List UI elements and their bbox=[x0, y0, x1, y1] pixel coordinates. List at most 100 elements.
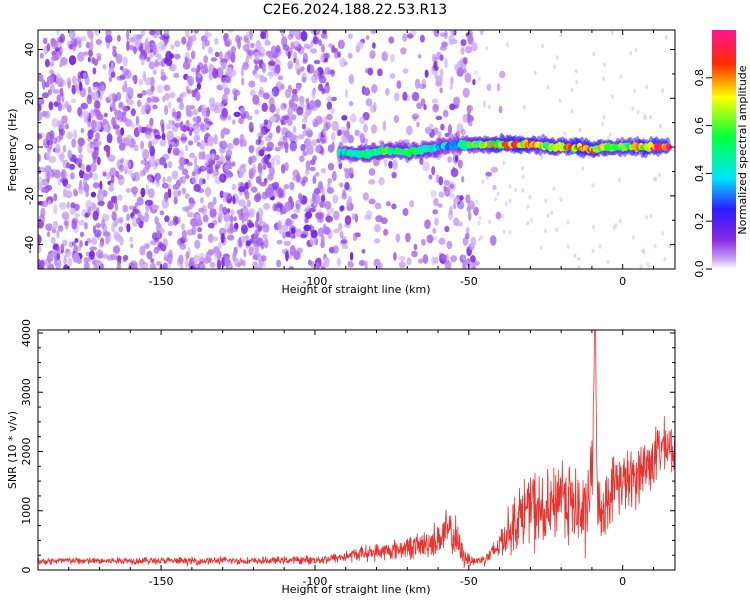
spectrogram-noise-point bbox=[356, 41, 364, 49]
spectrogram-noise-point bbox=[232, 137, 240, 146]
spectrogram-noise-point bbox=[46, 43, 51, 52]
spectrogram-noise-point bbox=[438, 191, 445, 198]
spectrogram-noise-point bbox=[309, 100, 316, 110]
spectrogram-noise-point bbox=[56, 94, 61, 103]
spectrogram-noise-point bbox=[320, 149, 325, 156]
spectrogram-noise-point bbox=[450, 76, 454, 86]
spectrogram-noise-point bbox=[167, 188, 172, 199]
spectrogram-noise-point bbox=[502, 229, 506, 234]
spectrogram-noise-point bbox=[388, 36, 395, 44]
spectrogram-noise-point bbox=[319, 201, 324, 208]
spectrogram-noise-point bbox=[203, 123, 211, 129]
spectrogram-noise-point bbox=[154, 59, 159, 68]
spectrogram-noise-point bbox=[643, 113, 647, 119]
spectrogram-noise-point bbox=[116, 134, 123, 144]
spectrogram-noise-point bbox=[110, 61, 115, 72]
spectrogram-noise-point bbox=[269, 103, 276, 113]
spectrogram-noise-point bbox=[130, 243, 134, 249]
spectrogram-noise-point bbox=[38, 153, 41, 162]
spectrogram-noise-point bbox=[258, 167, 263, 178]
spectrogram-panel: -150 -100 -50 0 40 20 0 -20 -40 Height of straig… bbox=[6, 29, 676, 296]
spectrogram-noise-point bbox=[38, 103, 42, 112]
spectrogram-noise-point bbox=[324, 200, 332, 210]
snr-xtick-label: -150 bbox=[149, 575, 174, 588]
spectrogram-noise-point bbox=[376, 261, 382, 269]
colorbar-tick-label: 0.8 bbox=[693, 69, 706, 87]
spectrogram-noise-point bbox=[358, 260, 366, 266]
spectrogram-noise-point bbox=[186, 229, 194, 236]
spectrogram-noise-point bbox=[460, 128, 466, 136]
spectrogram-noise-point bbox=[49, 61, 55, 67]
spectrogram-noise-point bbox=[467, 211, 472, 221]
spectrogram-noise-point bbox=[322, 261, 330, 268]
spectrogram-noise-point bbox=[64, 248, 72, 258]
spectrogram-noise-point bbox=[411, 91, 420, 102]
spectrogram-noise-point bbox=[619, 74, 623, 79]
spectrogram-noise-point bbox=[181, 168, 189, 176]
spectrogram-noise-point bbox=[577, 265, 581, 269]
spectrogram-noise-point bbox=[390, 53, 395, 63]
spectrogram-noise-point bbox=[313, 194, 321, 205]
spectrogram-noise-point bbox=[135, 217, 142, 225]
spectrogram-noise-point bbox=[115, 170, 120, 178]
spectrogram-noise-point bbox=[232, 195, 236, 205]
spectrogram-noise-point bbox=[472, 78, 476, 86]
spectrogram-noise-point bbox=[485, 171, 492, 177]
spectrogram-noise-point bbox=[203, 256, 210, 264]
spectrogram-noise-point bbox=[254, 109, 260, 115]
spectrogram-noise-point bbox=[220, 129, 225, 140]
spectrogram-noise-point bbox=[107, 200, 114, 210]
spectrogram-noise-point bbox=[194, 239, 201, 249]
spectrogram-noise-point bbox=[63, 255, 67, 266]
spectrogram-noise-point bbox=[144, 243, 150, 249]
spectrogram-noise-point bbox=[424, 219, 431, 230]
spectrogram-noise-point bbox=[368, 198, 376, 205]
spectrogram-noise-point bbox=[193, 183, 201, 192]
spectrogram-noise-point bbox=[146, 97, 152, 103]
spectrogram-noise-point bbox=[205, 32, 213, 38]
spectrogram-noise-point bbox=[304, 168, 310, 176]
spectrogram-noise-point bbox=[331, 170, 337, 182]
spectrogram-noise-point bbox=[74, 82, 78, 92]
spectrogram-noise-point bbox=[247, 179, 252, 185]
spectrogram-noise-point bbox=[84, 240, 89, 247]
spectrogram-noise-point bbox=[312, 30, 321, 36]
spectrogram-noise-point bbox=[56, 229, 60, 239]
spectrogram-noise-point bbox=[204, 186, 212, 197]
spectrogram-noise-point bbox=[290, 114, 297, 121]
spectrogram-noise-point bbox=[553, 64, 557, 70]
spectrogram-noise-point bbox=[122, 204, 129, 213]
spectrogram-noise-point bbox=[156, 175, 160, 184]
spectrogram-noise-point bbox=[220, 58, 228, 63]
spectrogram-noise-point bbox=[88, 250, 95, 260]
spectrogram-noise-point bbox=[449, 183, 455, 189]
spectrogram-noise-point bbox=[269, 115, 277, 123]
spectrogram-noise-point bbox=[465, 194, 471, 204]
spectrogram-noise-point bbox=[428, 174, 433, 180]
spectrogram-noise-point bbox=[225, 67, 233, 77]
spectrogram-noise-point bbox=[447, 156, 453, 163]
spectrogram-noise-point bbox=[169, 53, 175, 59]
spectrogram-noise-point bbox=[521, 174, 525, 179]
spectrogram-noise-point bbox=[50, 83, 55, 92]
spectrogram-noise-point bbox=[57, 225, 64, 232]
spectrogram-noise-point bbox=[178, 164, 185, 171]
spectrogram-noise-point bbox=[260, 242, 265, 250]
spectrogram-noise-point bbox=[219, 204, 224, 210]
spectrogram-noise-point bbox=[277, 187, 283, 199]
spectrogram-noise-point bbox=[227, 114, 231, 121]
spectrogram-noise-point bbox=[149, 30, 156, 36]
snr-ytick-label: 1000 bbox=[20, 497, 33, 525]
spectrogram-noise-point bbox=[320, 240, 325, 249]
spectrogram-noise-point bbox=[398, 255, 406, 262]
colorbar-tick-label: 0.2 bbox=[693, 212, 706, 230]
spectrogram-noise-point bbox=[162, 176, 166, 184]
spectrogram-noise-point bbox=[224, 256, 231, 267]
spectrogram-noise-point bbox=[219, 227, 225, 233]
spectrogram-noise-point bbox=[89, 30, 94, 41]
spectrogram-noise-point bbox=[320, 194, 326, 203]
spectrogram-noise-point bbox=[465, 227, 470, 234]
spectrogram-noise-point bbox=[526, 221, 530, 226]
spectrogram-noise-point bbox=[406, 257, 412, 266]
spectrogram-noise-point bbox=[283, 184, 290, 190]
